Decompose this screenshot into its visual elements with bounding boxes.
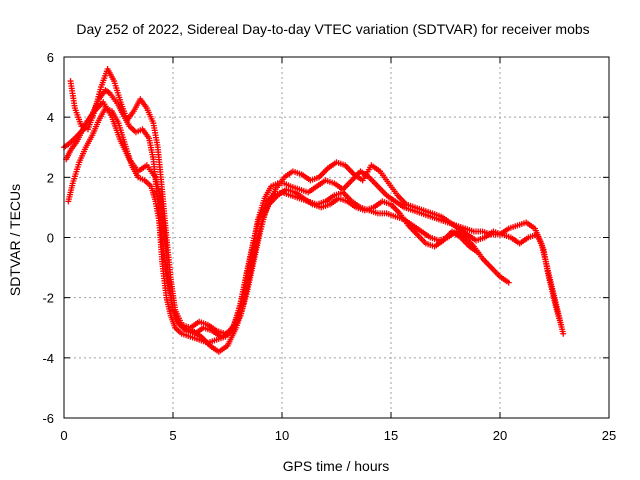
y-axis-label: SDTVAR / TECUs: [7, 184, 23, 296]
y-tick-label: -6: [42, 411, 54, 426]
data-point: [505, 279, 512, 286]
y-tick-label: 2: [47, 170, 54, 185]
y-tick-label: 4: [47, 110, 54, 125]
data-point: [475, 249, 482, 256]
y-tick-label: -2: [42, 291, 54, 306]
y-tick-label: 6: [47, 50, 54, 65]
x-axis-label: GPS time / hours: [283, 458, 390, 474]
data-points: [61, 66, 567, 355]
x-tick-label: 15: [384, 428, 398, 443]
x-tick-label: 20: [493, 428, 507, 443]
x-tick-label: 0: [60, 428, 67, 443]
x-tick-label: 5: [169, 428, 176, 443]
plot-frame: [63, 56, 610, 419]
series-track-3: [65, 105, 482, 355]
data-point: [558, 321, 565, 328]
series-track-4: [67, 66, 565, 337]
chart-title: Day 252 of 2022, Sidereal Day-to-day VTE…: [76, 21, 589, 37]
data-point: [560, 330, 567, 337]
x-tick-label: 10: [275, 428, 289, 443]
y-tick-label: -4: [42, 351, 54, 366]
y-tick-label: 0: [47, 231, 54, 246]
x-tick-label: 25: [602, 428, 616, 443]
